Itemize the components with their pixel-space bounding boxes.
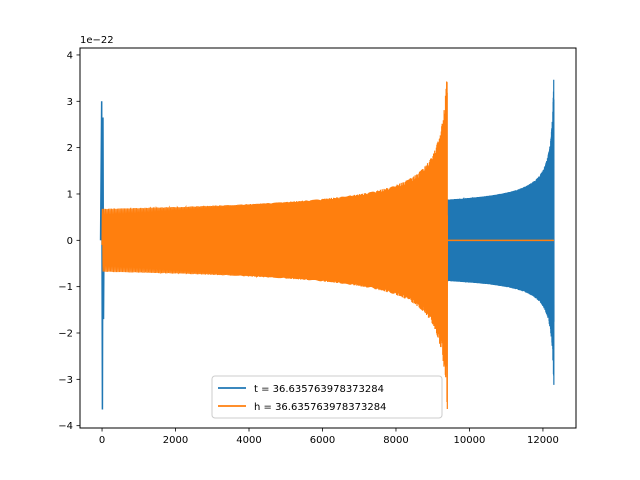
y-axis: −4 −3 −2 −1 0 1 2 3 4 <box>58 50 80 432</box>
y-tick-label: 4 <box>67 50 73 61</box>
x-tick-label: 0 <box>99 435 105 446</box>
legend: t = 36.635763978373284 h = 36.63576397837… <box>211 375 443 419</box>
series-t-chirp <box>446 79 555 385</box>
y-tick-label: 3 <box>67 97 73 108</box>
y-tick-label: −3 <box>58 375 73 386</box>
x-tick-label: 2000 <box>163 435 188 446</box>
y-offset-label: 1e−22 <box>80 35 114 46</box>
legend-box <box>211 375 443 419</box>
plot-area <box>99 79 555 410</box>
y-tick-label: −4 <box>58 421 73 432</box>
y-tick-label: 0 <box>67 236 73 247</box>
y-tick-label: −1 <box>58 282 73 293</box>
x-tick-label: 4000 <box>236 435 261 446</box>
x-tick-label: 8000 <box>383 435 408 446</box>
x-tick-label: 12000 <box>527 435 559 446</box>
y-tick-label: −2 <box>58 329 73 340</box>
legend-label: h = 36.635763978373284 <box>254 402 386 413</box>
y-tick-label: 1 <box>67 189 73 200</box>
legend-label: t = 36.635763978373284 <box>254 384 384 395</box>
x-tick-label: 10000 <box>454 435 486 446</box>
x-tick-label: 6000 <box>310 435 335 446</box>
axes-frame <box>79 47 577 429</box>
x-axis: 0 2000 4000 6000 8000 10000 12000 <box>99 428 559 446</box>
y-tick-label: 2 <box>67 143 73 154</box>
series-h-chirp <box>101 81 449 409</box>
